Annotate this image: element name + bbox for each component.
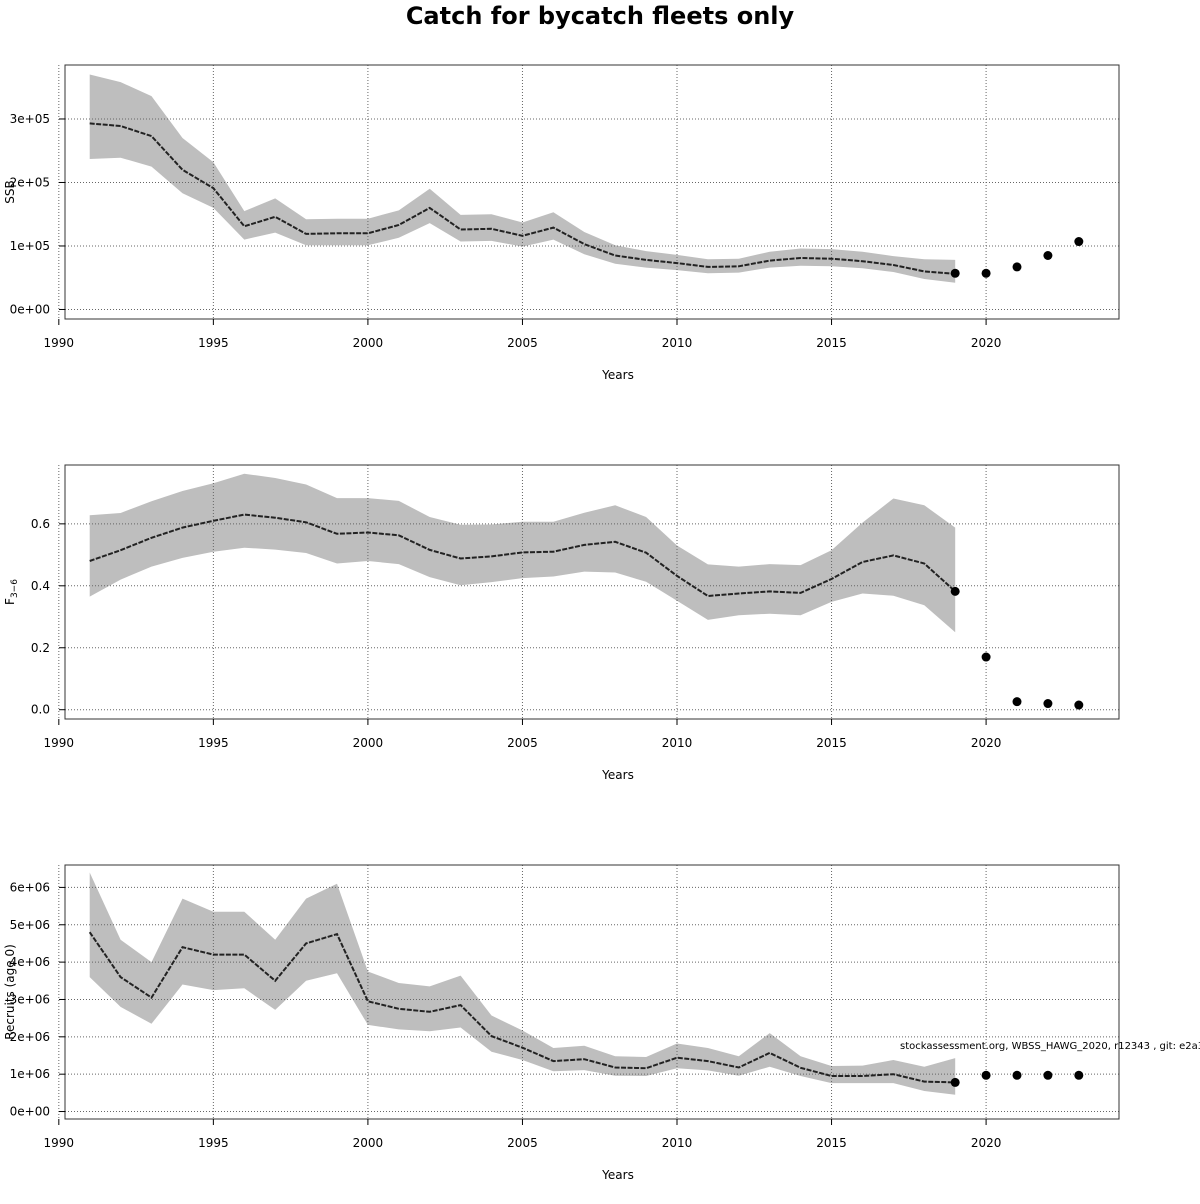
ssb-x-tick-label: 2020 <box>971 336 1002 350</box>
ssb-x-tick-label: 1990 <box>44 336 75 350</box>
ssb-forecast-point <box>1012 262 1022 272</box>
recruits-forecast-point <box>1012 1070 1022 1080</box>
recruits-y-tick-label: 5e+06 <box>10 918 50 932</box>
fbar-forecast-point <box>981 652 991 662</box>
recruits-y-tick-label: 6e+06 <box>10 880 50 894</box>
recruits-x-tick-label: 1990 <box>44 1136 75 1150</box>
ssb-y-tick-label: 1e+05 <box>10 239 50 253</box>
fbar-y-axis-label: F3−6 <box>3 579 20 605</box>
fbar-forecast-point <box>1043 699 1053 709</box>
credit-note: stockassessment.org, WBSS_HAWG_2020, r12… <box>900 1041 1200 1052</box>
recruits-x-tick-label: 2000 <box>353 1136 384 1150</box>
fbar-x-tick-label: 2020 <box>971 736 1002 750</box>
ssb-y-tick-label: 3e+05 <box>10 112 50 126</box>
recruits-x-tick-label: 2005 <box>507 1136 538 1150</box>
ssb-forecast-point <box>1074 237 1084 247</box>
recruits-y-tick-label: 1e+06 <box>10 1067 50 1081</box>
recruits-panel: 1990 1995 2000 2005 2010 2015 2020 0e+00 1e+06 2e… <box>3 864 1120 1182</box>
fbar-x-tick-label: 2000 <box>353 736 384 750</box>
fbar-panel: 1990 1995 2000 2005 2010 2015 2020 0.0 0.2 0.4 0.6… <box>3 464 1120 782</box>
fbar-x-tick-label: 1990 <box>44 736 75 750</box>
fbar-x-tick-label: 2015 <box>816 736 847 750</box>
ssb-x-tick-label: 2010 <box>662 336 693 350</box>
recruits-x-tick-label: 2015 <box>816 1136 847 1150</box>
ssb-estimate-line <box>89 122 956 275</box>
fbar-forecast-point <box>950 586 960 596</box>
fbar-forecast-point <box>1012 697 1022 707</box>
recruits-y-tick-label: 0e+00 <box>10 1105 50 1119</box>
ssb-x-tick-label: 2005 <box>507 336 538 350</box>
ssb-confidence-band <box>89 74 956 283</box>
ssb-x-tick-label: 2015 <box>816 336 847 350</box>
ssb-forecast-point <box>981 268 991 278</box>
recruits-forecast-point <box>950 1077 960 1087</box>
fbar-estimate-line <box>89 513 956 598</box>
ssb-panel: 1990 1995 2000 2005 2010 2015 2020 0e+00 1e+05 2e… <box>3 64 1120 382</box>
recruits-y-tick-label: 4e+06 <box>10 955 50 969</box>
fbar-plot-frame <box>64 464 1120 720</box>
ssb-x-tick-label: 2000 <box>353 336 384 350</box>
recruits-y-tick-label: 2e+06 <box>10 1030 50 1044</box>
ssb-plot-frame <box>64 64 1120 320</box>
fbar-x-tick-label: 1995 <box>198 736 229 750</box>
ssb-x-axis-label: Years <box>601 368 634 382</box>
recruits-forecast-point <box>981 1070 991 1080</box>
fbar-y-tick-label: 0.0 <box>31 703 50 717</box>
fbar-y-tick-label: 0.2 <box>31 641 50 655</box>
ssb-y-axis-label: SSB <box>3 180 17 203</box>
recruits-forecast-point <box>1074 1070 1084 1080</box>
fbar-x-tick-label: 2005 <box>507 736 538 750</box>
recruits-y-tick-label: 3e+06 <box>10 992 50 1006</box>
chart-title: Catch for bycatch fleets only <box>405 2 795 30</box>
fbar-y-tick-label: 0.6 <box>31 517 50 531</box>
recruits-x-tick-label: 2020 <box>971 1136 1002 1150</box>
recruits-forecast-point <box>1043 1070 1053 1080</box>
fbar-x-axis-label: Years <box>601 768 634 782</box>
recruits-plot-frame <box>64 864 1120 1120</box>
recruits-confidence-band <box>89 872 956 1095</box>
ssb-y-tick-label: 2e+05 <box>10 175 50 189</box>
recruits-x-tick-label: 1995 <box>198 1136 229 1150</box>
ssb-forecast-point <box>1043 251 1053 260</box>
recruits-y-axis-label: Recruits (age 0) <box>3 944 17 1040</box>
ssb-forecast-point <box>950 268 960 278</box>
recruits-estimate-line <box>88 931 956 1084</box>
fbar-y-tick-label: 0.4 <box>31 579 50 593</box>
fbar-x-tick-label: 2010 <box>662 736 693 750</box>
recruits-x-tick-label: 2010 <box>662 1136 693 1150</box>
fbar-forecast-point <box>1074 700 1084 710</box>
recruits-x-axis-label: Years <box>601 1168 634 1182</box>
ssb-y-tick-label: 0e+00 <box>10 302 50 316</box>
ssb-x-tick-label: 1995 <box>198 336 229 350</box>
